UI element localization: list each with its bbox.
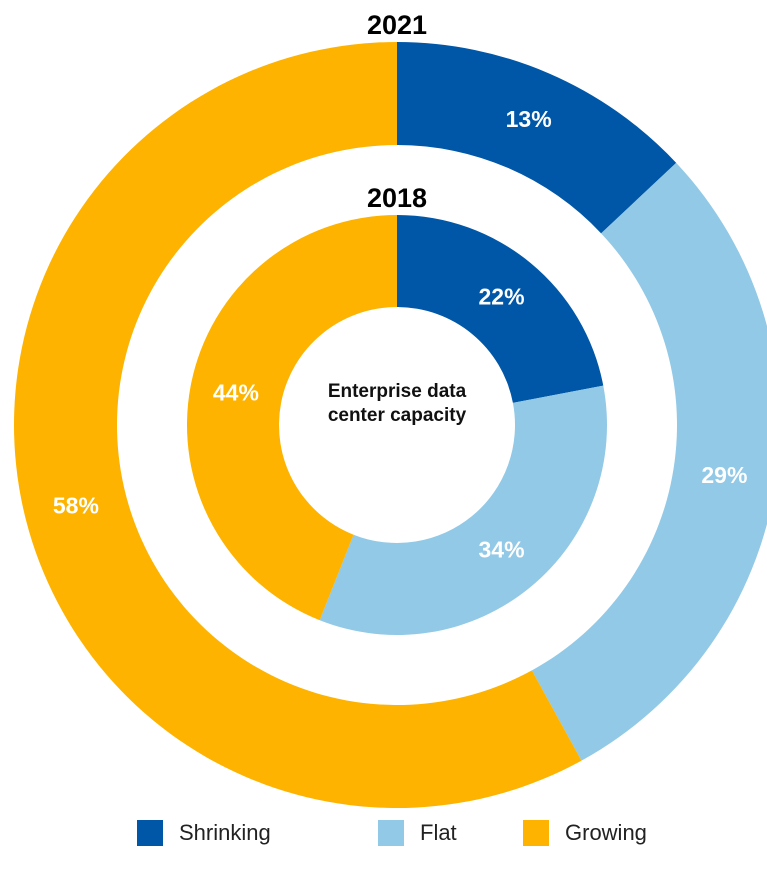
value-label: 22% [479,284,525,310]
value-label: 58% [53,493,99,519]
donut-segment [319,385,608,635]
ring-title: 2018 [367,183,427,213]
legend-swatch [523,820,549,846]
donut-segment [186,215,397,621]
legend-swatch [378,820,404,846]
donut-segment [14,42,582,808]
value-label: 13% [506,106,552,132]
ring-title: 2021 [367,10,427,40]
legend-label: Growing [565,820,647,845]
value-label: 44% [213,379,259,405]
donut-segment [397,215,604,403]
donut-segment [531,162,767,761]
donut-segment [397,42,677,234]
center-label: Enterprise data center capacity [327,381,467,426]
value-label: 34% [479,536,525,562]
legend-label: Shrinking [179,820,271,845]
value-label: 29% [701,462,747,488]
legend-label: Flat [420,820,457,845]
legend-swatch [137,820,163,846]
